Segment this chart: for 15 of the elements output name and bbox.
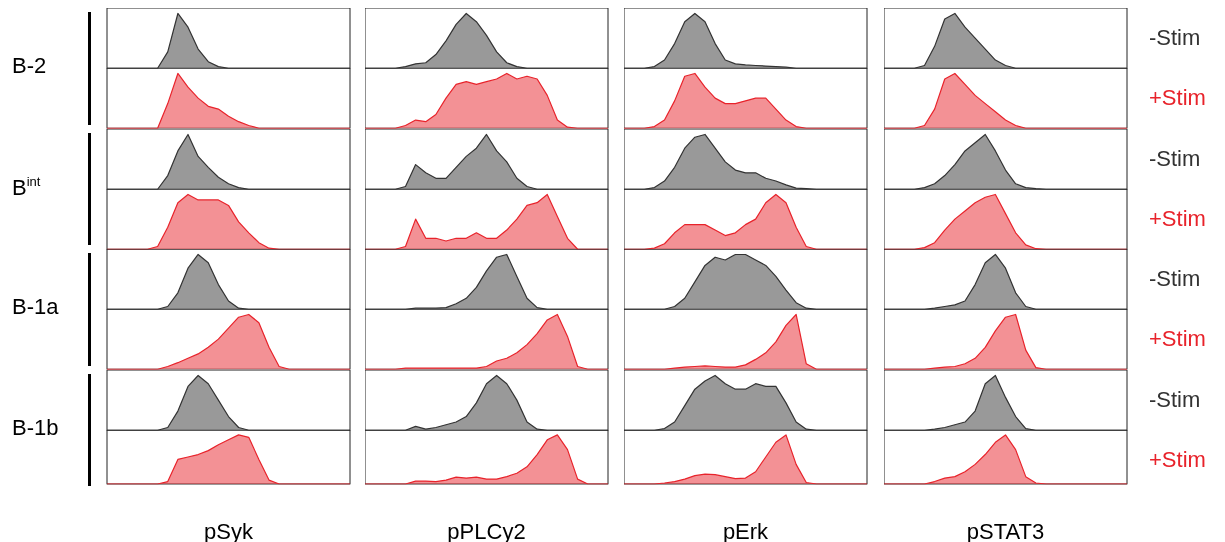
x-axis-title: pPLCy2 xyxy=(447,518,526,542)
series-label: -Stim xyxy=(1149,386,1201,412)
series-label: +Stim xyxy=(1149,84,1206,110)
series-label: +Stim xyxy=(1149,325,1206,351)
series-label: +Stim xyxy=(1149,446,1206,472)
series-label: -Stim xyxy=(1149,145,1201,171)
series-label: +Stim xyxy=(1149,205,1206,231)
text: B-1b xyxy=(12,414,59,440)
x-axis-title: pSTAT3 xyxy=(966,518,1045,542)
x-axis-title: pErk xyxy=(722,518,770,542)
series-label: -Stim xyxy=(1149,24,1201,50)
text: B-2 xyxy=(12,52,47,78)
text: B-1a xyxy=(12,293,60,319)
series-label: -Stim xyxy=(1149,265,1201,291)
x-axis-title: pSyk xyxy=(204,518,254,542)
